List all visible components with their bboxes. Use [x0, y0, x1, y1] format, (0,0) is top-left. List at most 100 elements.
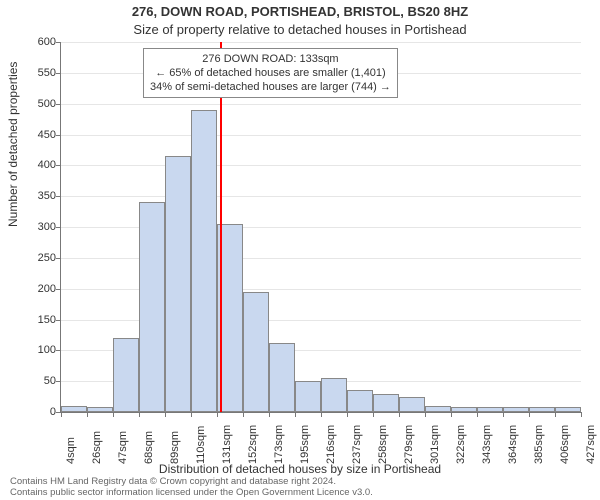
x-tick-label: 47sqm	[117, 431, 129, 464]
x-tick-label: 195sqm	[299, 425, 311, 464]
histogram-bar	[555, 407, 581, 412]
y-tick	[56, 104, 61, 105]
footnote-line1: Contains HM Land Registry data © Crown c…	[10, 476, 373, 487]
y-tick-label: 550	[16, 67, 56, 79]
x-tick-label: 406sqm	[559, 425, 571, 464]
y-tick-label: 300	[16, 221, 56, 233]
x-tick-label: 26sqm	[91, 431, 103, 464]
callout-line: 34% of semi-detached houses are larger (…	[150, 80, 391, 94]
gridline	[61, 165, 581, 166]
x-tick-label: 110sqm	[195, 426, 207, 464]
y-tick	[56, 227, 61, 228]
chart-title-line1: 276, DOWN ROAD, PORTISHEAD, BRISTOL, BS2…	[0, 4, 600, 19]
x-tick	[477, 412, 478, 417]
y-tick-label: 450	[16, 129, 56, 141]
x-tick	[503, 412, 504, 417]
x-tick	[425, 412, 426, 417]
y-tick	[56, 258, 61, 259]
gridline	[61, 104, 581, 105]
y-tick-label: 600	[16, 36, 56, 48]
histogram-bar	[61, 406, 87, 412]
x-tick	[399, 412, 400, 417]
x-tick	[61, 412, 62, 417]
y-tick	[56, 381, 61, 382]
chart-title-line2: Size of property relative to detached ho…	[0, 22, 600, 37]
histogram-bar	[113, 338, 139, 412]
y-tick	[56, 42, 61, 43]
histogram-bar	[399, 397, 425, 412]
y-tick	[56, 165, 61, 166]
x-tick	[347, 412, 348, 417]
gridline	[61, 42, 581, 43]
x-tick-label: 364sqm	[507, 425, 519, 464]
chart-container: 276, DOWN ROAD, PORTISHEAD, BRISTOL, BS2…	[0, 0, 600, 500]
y-tick-label: 350	[16, 190, 56, 202]
gridline	[61, 196, 581, 197]
histogram-bar	[191, 110, 217, 412]
x-tick	[581, 412, 582, 417]
x-tick-label: 427sqm	[585, 425, 597, 464]
x-tick-label: 322sqm	[455, 425, 467, 464]
x-tick-label: 237sqm	[351, 425, 363, 464]
y-tick	[56, 135, 61, 136]
x-tick	[269, 412, 270, 417]
histogram-bar	[373, 394, 399, 413]
x-tick	[113, 412, 114, 417]
y-tick-label: 100	[16, 344, 56, 356]
y-tick-label: 0	[16, 406, 56, 418]
x-axis-label: Distribution of detached houses by size …	[0, 462, 600, 476]
x-tick-label: 279sqm	[403, 425, 415, 464]
callout-line: 276 DOWN ROAD: 133sqm	[150, 52, 391, 66]
y-axis-label: Number of detached properties	[6, 62, 20, 227]
y-tick	[56, 320, 61, 321]
y-tick-label: 200	[16, 283, 56, 295]
x-tick-label: 173sqm	[273, 425, 285, 464]
histogram-bar	[477, 407, 503, 412]
y-tick-label: 150	[16, 314, 56, 326]
x-tick	[321, 412, 322, 417]
histogram-bar	[269, 343, 295, 412]
plot-area: 0501001502002503003504004505005506004sqm…	[60, 42, 581, 413]
x-tick	[191, 412, 192, 417]
x-tick	[295, 412, 296, 417]
x-tick-label: 131sqm	[221, 425, 233, 464]
y-tick	[56, 73, 61, 74]
x-tick	[243, 412, 244, 417]
x-tick-label: 301sqm	[429, 425, 441, 464]
histogram-bar	[87, 407, 113, 412]
x-tick	[529, 412, 530, 417]
y-tick-label: 500	[16, 98, 56, 110]
histogram-bar	[165, 156, 191, 412]
callout-line: ← 65% of detached houses are smaller (1,…	[150, 66, 391, 80]
y-tick-label: 50	[16, 375, 56, 387]
histogram-bar	[243, 292, 269, 412]
gridline	[61, 135, 581, 136]
y-tick	[56, 196, 61, 197]
y-tick-label: 250	[16, 252, 56, 264]
x-tick-label: 4sqm	[65, 437, 77, 464]
y-tick	[56, 350, 61, 351]
x-tick	[217, 412, 218, 417]
x-tick-label: 343sqm	[481, 425, 493, 464]
x-tick-label: 68sqm	[143, 431, 155, 464]
histogram-bar	[451, 407, 477, 412]
y-tick	[56, 289, 61, 290]
histogram-bar	[503, 407, 529, 412]
x-tick-label: 385sqm	[533, 425, 545, 464]
histogram-bar	[347, 390, 373, 412]
histogram-bar	[425, 406, 451, 412]
histogram-bar	[321, 378, 347, 412]
x-tick-label: 152sqm	[247, 425, 259, 464]
x-tick-label: 258sqm	[377, 425, 389, 464]
y-tick-label: 400	[16, 159, 56, 171]
x-tick	[451, 412, 452, 417]
x-tick	[373, 412, 374, 417]
x-tick-label: 89sqm	[169, 431, 181, 464]
footnote-line2: Contains public sector information licen…	[10, 487, 373, 498]
callout-box: 276 DOWN ROAD: 133sqm← 65% of detached h…	[143, 48, 398, 98]
histogram-bar	[529, 407, 555, 412]
x-tick	[555, 412, 556, 417]
histogram-bar	[139, 202, 165, 412]
histogram-bar	[295, 381, 321, 412]
x-tick	[165, 412, 166, 417]
